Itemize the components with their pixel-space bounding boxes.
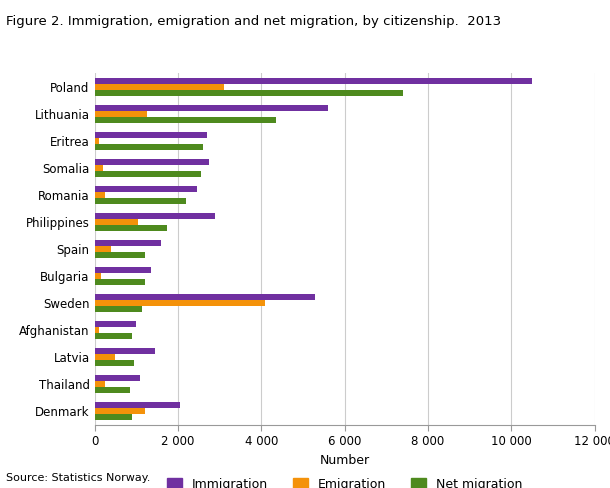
Bar	[95, 252, 145, 258]
Bar	[95, 105, 328, 111]
Bar	[95, 306, 143, 312]
Bar	[95, 240, 161, 246]
Bar	[95, 348, 155, 354]
Bar	[95, 273, 101, 279]
Bar	[95, 192, 105, 198]
Bar	[95, 294, 315, 300]
Bar	[95, 327, 99, 333]
Bar	[95, 219, 138, 225]
X-axis label: Number: Number	[320, 453, 370, 467]
Bar	[95, 300, 265, 306]
Bar	[95, 159, 209, 165]
Bar	[95, 225, 168, 231]
Bar	[95, 186, 196, 192]
Bar	[95, 171, 201, 177]
Bar	[95, 321, 136, 327]
Bar	[95, 132, 207, 138]
Bar	[95, 165, 103, 171]
Text: Source: Statistics Norway.: Source: Statistics Norway.	[6, 473, 151, 483]
Bar	[95, 246, 111, 252]
Bar	[95, 354, 115, 360]
Bar	[95, 279, 145, 285]
Bar	[95, 402, 180, 408]
Bar	[95, 117, 276, 122]
Legend: Immigration, Emigration, Net migration: Immigration, Emigration, Net migration	[162, 473, 528, 488]
Bar	[95, 78, 532, 84]
Bar	[95, 111, 146, 117]
Bar	[95, 408, 145, 414]
Bar	[95, 387, 130, 393]
Bar	[95, 381, 105, 387]
Bar	[95, 198, 186, 204]
Text: Figure 2. Immigration, emigration and net migration, by citizenship.  2013: Figure 2. Immigration, emigration and ne…	[6, 15, 501, 28]
Bar	[95, 375, 140, 381]
Bar	[95, 360, 134, 366]
Bar	[95, 84, 224, 90]
Bar	[95, 144, 203, 150]
Bar	[95, 267, 151, 273]
Bar	[95, 333, 132, 339]
Bar	[95, 414, 132, 420]
Bar	[95, 90, 403, 96]
Bar	[95, 138, 99, 144]
Bar	[95, 213, 215, 219]
